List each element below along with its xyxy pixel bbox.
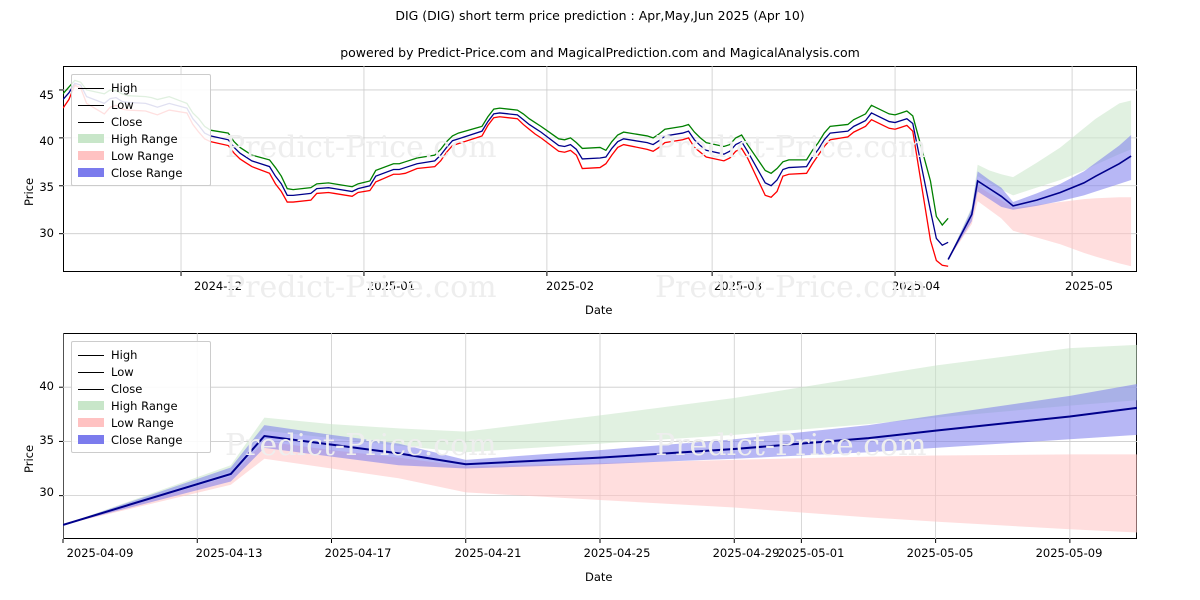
top-ytick-2: 40 [39, 134, 54, 148]
legend-label-5: Close Range [111, 165, 183, 180]
bottom-xtick-0: 2025-04-09 [66, 546, 134, 560]
bottom-y-axis-label: Price [22, 444, 36, 473]
top-chart-legend: High Low Close High Range Low Range Close Ran… [71, 74, 211, 186]
top-legend-item-0: High [78, 79, 204, 96]
top-x-axis-label: Date [585, 303, 613, 317]
bottom-xtick-6: 2025-05-01 [777, 546, 845, 560]
top-legend-item-1: Low [78, 96, 204, 113]
bottom-ytick-2: 40 [39, 379, 54, 393]
legend-swatch-low [78, 366, 104, 377]
bottom-legend-item-0: High [78, 346, 204, 363]
bottom-x-axis-label: Date [585, 570, 613, 584]
bottom-legend-item-1: Low [78, 363, 204, 380]
legend-label-1: Low [111, 97, 134, 112]
bottom-xtick-1: 2025-04-13 [195, 546, 263, 560]
legend-swatch-close [78, 116, 104, 127]
bottom-xtick-7: 2025-05-05 [906, 546, 974, 560]
legend-swatch-low-range [78, 417, 104, 428]
bottom-legend-item-5: Close Range [78, 431, 204, 448]
bottom-legend-item-3: High Range [78, 397, 204, 414]
bottom-chart-legend: High Low Close High Range Low Range Close Ran… [71, 341, 211, 453]
legend-swatch-close-range [78, 434, 104, 445]
legend-swatch-low [78, 99, 104, 110]
legend-swatch-close [78, 383, 104, 394]
top-xtick-3: 2025-03 [713, 279, 763, 293]
bottom-legend-item-2: Close [78, 380, 204, 397]
bottom-xtick-3: 2025-04-21 [454, 546, 522, 560]
legend-label-0: High [111, 347, 138, 362]
legend-swatch-close-range [78, 167, 104, 178]
legend-swatch-high-range [78, 133, 104, 144]
legend-label-4: Low Range [111, 415, 174, 430]
bottom-xtick-4: 2025-04-25 [583, 546, 651, 560]
legend-label-5: Close Range [111, 432, 183, 447]
legend-swatch-low-range [78, 150, 104, 161]
legend-label-3: High Range [111, 131, 178, 146]
bottom-legend-item-4: Low Range [78, 414, 204, 431]
bottom-xtick-5: 2025-04-29 [712, 546, 780, 560]
top-ytick-0: 30 [39, 226, 54, 240]
top-xtick-4: 2025-04 [891, 279, 941, 293]
page-title: DIG (DIG) short term price prediction : … [395, 8, 805, 23]
top-chart-panel [63, 66, 1137, 272]
legend-label-4: Low Range [111, 148, 174, 163]
top-xtick-1: 2025-01 [366, 279, 416, 293]
top-ytick-1: 35 [39, 180, 54, 194]
top-xtick-5: 2025-05 [1064, 279, 1114, 293]
top-legend-item-5: Close Range [78, 164, 204, 181]
top-legend-item-2: Close [78, 113, 204, 130]
bottom-ytick-1: 35 [39, 433, 54, 447]
top-legend-item-4: Low Range [78, 147, 204, 164]
top-xtick-2: 2025-02 [545, 279, 595, 293]
top-xtick-0: 2024-12 [193, 279, 243, 293]
legend-label-2: Close [111, 114, 143, 129]
top-ytick-3: 45 [39, 88, 54, 102]
legend-label-3: High Range [111, 398, 178, 413]
page-subtitle: powered by Predict-Price.com and Magical… [340, 45, 860, 60]
legend-label-1: Low [111, 364, 134, 379]
top-legend-item-3: High Range [78, 130, 204, 147]
legend-label-2: Close [111, 381, 143, 396]
bottom-xtick-8: 2025-05-09 [1035, 546, 1103, 560]
bottom-ytick-0: 30 [39, 485, 54, 499]
legend-swatch-high [78, 82, 104, 93]
legend-swatch-high [78, 349, 104, 360]
legend-label-0: High [111, 80, 138, 95]
legend-swatch-high-range [78, 400, 104, 411]
bottom-xtick-2: 2025-04-17 [324, 546, 392, 560]
